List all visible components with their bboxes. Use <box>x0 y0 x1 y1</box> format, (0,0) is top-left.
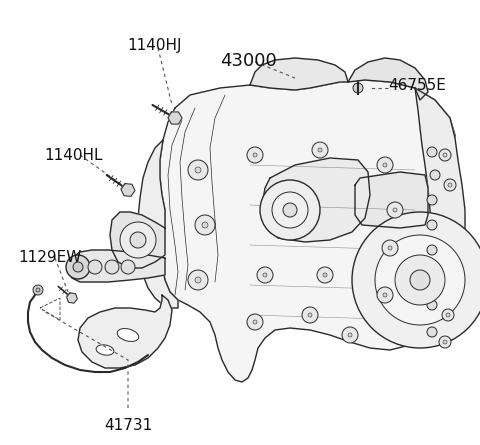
Circle shape <box>318 148 322 152</box>
Text: 1140HL: 1140HL <box>44 148 103 163</box>
Circle shape <box>195 277 201 283</box>
Circle shape <box>323 273 327 277</box>
Polygon shape <box>160 80 455 382</box>
Polygon shape <box>168 112 182 124</box>
Circle shape <box>377 287 393 303</box>
Circle shape <box>427 300 437 310</box>
Circle shape <box>427 195 437 205</box>
Polygon shape <box>250 58 348 90</box>
Circle shape <box>130 232 146 248</box>
Circle shape <box>375 235 465 325</box>
Circle shape <box>312 142 328 158</box>
Circle shape <box>446 313 450 317</box>
Circle shape <box>342 327 358 343</box>
Ellipse shape <box>96 345 114 355</box>
Polygon shape <box>262 158 370 242</box>
Circle shape <box>353 83 363 93</box>
Circle shape <box>33 285 43 295</box>
Circle shape <box>443 153 447 157</box>
Text: 41731: 41731 <box>104 418 152 433</box>
Polygon shape <box>348 58 428 100</box>
Circle shape <box>383 293 387 297</box>
Circle shape <box>272 192 308 228</box>
Polygon shape <box>138 140 178 308</box>
Circle shape <box>120 222 156 258</box>
Circle shape <box>439 149 451 161</box>
Circle shape <box>427 147 437 157</box>
Circle shape <box>302 307 318 323</box>
Circle shape <box>410 270 430 290</box>
Circle shape <box>263 273 267 277</box>
Circle shape <box>66 255 90 279</box>
Circle shape <box>427 245 437 255</box>
Polygon shape <box>67 293 77 303</box>
Circle shape <box>448 183 452 187</box>
Polygon shape <box>68 250 165 282</box>
Circle shape <box>430 170 440 180</box>
Circle shape <box>377 157 393 173</box>
Circle shape <box>202 222 208 228</box>
Circle shape <box>387 202 403 218</box>
Circle shape <box>427 327 437 337</box>
Circle shape <box>195 167 201 173</box>
Circle shape <box>260 180 320 240</box>
Circle shape <box>36 288 40 292</box>
Circle shape <box>427 273 437 283</box>
Circle shape <box>348 333 352 337</box>
Circle shape <box>317 267 333 283</box>
Polygon shape <box>78 295 172 368</box>
Circle shape <box>188 270 208 290</box>
Polygon shape <box>121 184 135 196</box>
Circle shape <box>73 262 83 272</box>
Polygon shape <box>415 88 465 330</box>
Circle shape <box>283 203 297 217</box>
Circle shape <box>393 208 397 212</box>
Circle shape <box>121 260 135 274</box>
Circle shape <box>439 336 451 348</box>
Circle shape <box>382 240 398 256</box>
Circle shape <box>88 260 102 274</box>
Circle shape <box>257 267 273 283</box>
Text: 1140HJ: 1140HJ <box>128 38 182 53</box>
Circle shape <box>442 309 454 321</box>
Circle shape <box>253 153 257 157</box>
Text: 43000: 43000 <box>220 52 276 70</box>
Circle shape <box>427 220 437 230</box>
Circle shape <box>308 313 312 317</box>
Circle shape <box>443 340 447 344</box>
Polygon shape <box>110 212 165 268</box>
Circle shape <box>188 160 208 180</box>
Circle shape <box>388 246 392 250</box>
Circle shape <box>383 163 387 167</box>
Circle shape <box>105 260 119 274</box>
Circle shape <box>247 147 263 163</box>
Ellipse shape <box>117 328 139 341</box>
Polygon shape <box>355 172 428 228</box>
Circle shape <box>352 212 480 348</box>
Circle shape <box>395 255 445 305</box>
Text: 1129EW: 1129EW <box>18 250 82 265</box>
Circle shape <box>247 314 263 330</box>
Circle shape <box>444 179 456 191</box>
Circle shape <box>253 320 257 324</box>
Text: 46755E: 46755E <box>388 78 446 93</box>
Circle shape <box>195 215 215 235</box>
